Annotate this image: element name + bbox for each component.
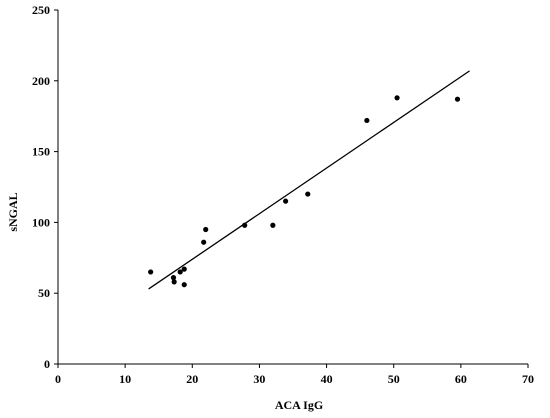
y-tick-label: 250 [32, 3, 50, 17]
data-point [394, 95, 400, 101]
data-point [364, 117, 370, 124]
data-point [283, 198, 289, 204]
x-tick-label: 70 [522, 372, 534, 386]
data-point [242, 222, 248, 228]
x-axis-ticks: 0 10 20 30 40 50 60 70 [55, 364, 534, 386]
y-axis-title: sNGAL [6, 192, 20, 231]
x-tick-label: 60 [455, 372, 467, 386]
data-point [270, 222, 276, 228]
data-point [203, 226, 209, 233]
data-point [454, 96, 461, 102]
data-points [148, 95, 461, 288]
y-tick-label: 100 [32, 215, 50, 229]
x-tick-label: 50 [388, 372, 400, 386]
x-axis-title: ACA IgG [275, 398, 323, 412]
y-tick-label: 150 [32, 145, 50, 159]
data-point [305, 191, 311, 197]
trendline [148, 70, 470, 290]
x-tick-label: 40 [321, 372, 333, 386]
x-tick-label: 30 [253, 372, 265, 386]
y-tick-label: 0 [44, 357, 50, 371]
data-point [171, 279, 177, 285]
x-tick-label: 20 [186, 372, 198, 386]
y-axis-ticks: 0 50 100 150 200 250 [32, 3, 58, 371]
data-point [148, 269, 154, 275]
data-point [181, 282, 187, 288]
data-point [201, 239, 207, 245]
x-tick-label: 10 [119, 372, 131, 386]
x-tick-label: 0 [55, 372, 61, 386]
data-point [181, 266, 187, 272]
y-tick-label: 200 [32, 74, 50, 88]
data-point [177, 269, 183, 275]
data-point [170, 275, 177, 281]
axes [57, 10, 528, 365]
y-tick-label: 50 [38, 286, 50, 300]
